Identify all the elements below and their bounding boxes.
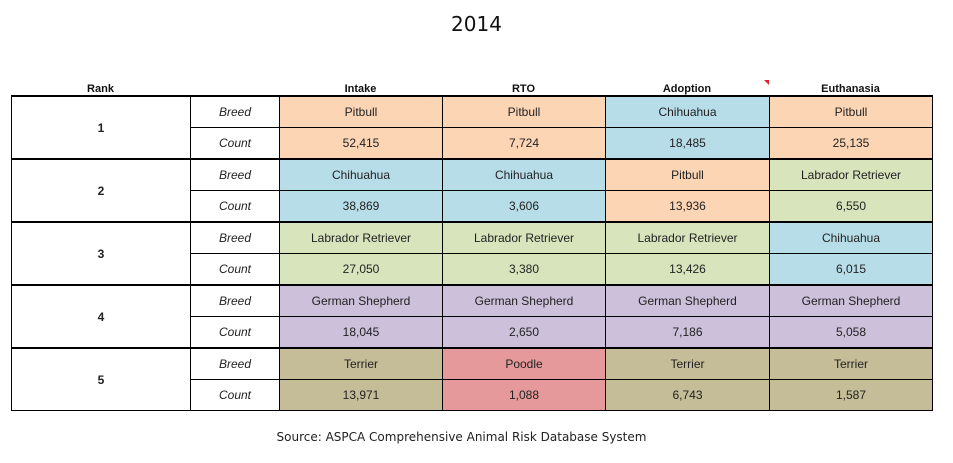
- adoption-count-cell: 7,186: [605, 316, 770, 349]
- breed-label: Breed: [190, 284, 280, 317]
- header-rank: Rank: [87, 83, 114, 95]
- table-row: 1 Breed Pitbull Pitbull Chihuahua Pitbull: [11, 95, 933, 160]
- table-row: Count 38,869 3,606 13,936 6,550: [12, 190, 933, 223]
- intake-breed-cell: Chihuahua: [279, 158, 443, 191]
- rto-breed-cell: Labrador Retriever: [442, 221, 606, 254]
- adoption-breed-cell: Terrier: [605, 347, 770, 380]
- adoption-count-cell: 13,936: [605, 190, 770, 223]
- intake-count-cell: 18,045: [279, 316, 443, 349]
- page-title: 2014: [451, 12, 502, 36]
- table-row: Count 18,045 2,650 7,186 5,058: [12, 316, 933, 349]
- adoption-breed-cell: Labrador Retriever: [605, 221, 770, 254]
- breed-label: Breed: [190, 221, 280, 254]
- intake-breed-cell: Labrador Retriever: [279, 221, 443, 254]
- source-note: Source: ASPCA Comprehensive Animal Risk …: [276, 430, 647, 444]
- rto-count-cell: 3,380: [442, 253, 606, 286]
- table-row: 3 Breed Labrador Retriever Labrador Retriev…: [11, 221, 933, 286]
- table-row: Count 13,971 1,088 6,743 1,587: [12, 379, 933, 411]
- breed-label: Breed: [190, 347, 280, 380]
- rto-count-cell: 7,724: [442, 127, 606, 160]
- breed-label: Breed: [190, 158, 280, 191]
- intake-count-cell: 38,869: [279, 190, 443, 223]
- adoption-count-cell: 13,426: [605, 253, 770, 286]
- count-label: Count: [190, 190, 280, 223]
- count-label: Count: [190, 379, 280, 411]
- count-label: Count: [190, 253, 280, 286]
- rto-breed-cell: Poodle: [442, 347, 606, 380]
- rto-breed-cell: Pitbull: [442, 95, 606, 128]
- intake-breed-cell: Terrier: [279, 347, 443, 380]
- rank-cell: 5: [11, 347, 191, 411]
- rto-breed-cell: Chihuahua: [442, 158, 606, 191]
- breed-label: Breed: [190, 95, 280, 128]
- euthanasia-count-cell: 1,587: [769, 379, 933, 411]
- adoption-breed-cell: German Shepherd: [605, 284, 770, 317]
- header-euthanasia: Euthanasia: [821, 83, 880, 95]
- euthanasia-count-cell: 25,135: [769, 127, 933, 160]
- euthanasia-breed-cell: Chihuahua: [769, 221, 933, 254]
- breed-ranking-table: 1 Breed Pitbull Pitbull Chihuahua Pitbull Coun…: [11, 95, 933, 411]
- euthanasia-breed-cell: Labrador Retriever: [769, 158, 933, 191]
- rank-cell: 2: [11, 158, 191, 223]
- rank-cell: 3: [11, 221, 191, 286]
- euthanasia-count-cell: 6,015: [769, 253, 933, 286]
- intake-count-cell: 27,050: [279, 253, 443, 286]
- comment-indicator-icon: [764, 80, 769, 85]
- euthanasia-count-cell: 5,058: [769, 316, 933, 349]
- table-row: Count 52,415 7,724 18,485 25,135: [12, 127, 933, 160]
- adoption-breed-cell: Chihuahua: [605, 95, 770, 128]
- header-adoption: Adoption: [662, 83, 712, 95]
- adoption-count-cell: 18,485: [605, 127, 770, 160]
- rto-breed-cell: German Shepherd: [442, 284, 606, 317]
- intake-count-cell: 13,971: [279, 379, 443, 411]
- rto-count-cell: 2,650: [442, 316, 606, 349]
- intake-breed-cell: German Shepherd: [279, 284, 443, 317]
- euthanasia-count-cell: 6,550: [769, 190, 933, 223]
- table-row: 2 Breed Chihuahua Chihuahua Pitbull Labrador …: [11, 158, 933, 223]
- table-row: Count 27,050 3,380 13,426 6,015: [12, 253, 933, 286]
- euthanasia-breed-cell: Pitbull: [769, 95, 933, 128]
- euthanasia-breed-cell: German Shepherd: [769, 284, 933, 317]
- intake-count-cell: 52,415: [279, 127, 443, 160]
- table-row: 5 Breed Terrier Poodle Terrier Terrier: [11, 347, 933, 411]
- rto-count-cell: 1,088: [442, 379, 606, 411]
- rank-cell: 4: [11, 284, 191, 349]
- adoption-count-cell: 6,743: [605, 379, 770, 411]
- rto-count-cell: 3,606: [442, 190, 606, 223]
- adoption-breed-cell: Pitbull: [605, 158, 770, 191]
- header-rto: RTO: [511, 83, 536, 95]
- intake-breed-cell: Pitbull: [279, 95, 443, 128]
- count-label: Count: [190, 127, 280, 160]
- header-intake: Intake: [344, 83, 377, 95]
- table-row: 4 Breed German Shepherd German Shepherd Germ…: [11, 284, 933, 349]
- rank-cell: 1: [11, 95, 191, 160]
- euthanasia-breed-cell: Terrier: [769, 347, 933, 380]
- count-label: Count: [190, 316, 280, 349]
